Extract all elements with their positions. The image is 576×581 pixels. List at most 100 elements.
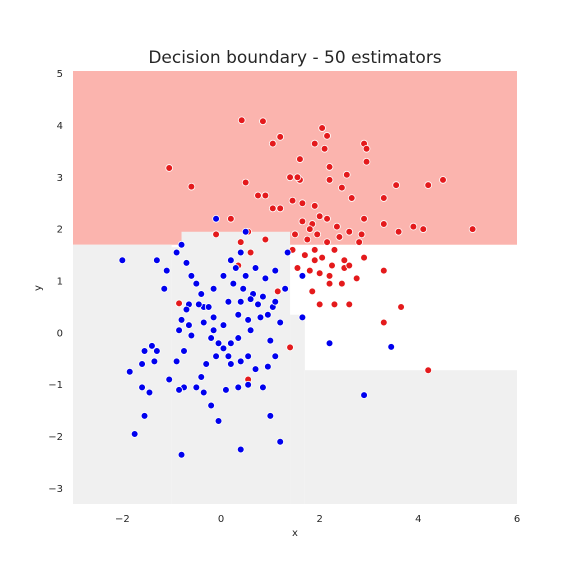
data-point-class-1-85 xyxy=(175,299,183,308)
data-point-class-1-57 xyxy=(325,279,334,288)
data-point-class-0-32 xyxy=(130,430,139,438)
x-tick-labels: −2 0 2 4 6 xyxy=(115,514,520,525)
data-point-class-0-14 xyxy=(177,316,186,324)
y-tick-label: 3 xyxy=(57,173,63,184)
data-point-class-1-83 xyxy=(273,287,282,296)
data-point-class-1-6 xyxy=(241,178,250,187)
data-point-class-1-28 xyxy=(347,194,356,202)
data-point-class-0-92 xyxy=(212,214,220,223)
x-tick-label: 2 xyxy=(316,514,322,525)
data-point-class-0-38 xyxy=(244,380,252,389)
decision-region-class-1-0 xyxy=(73,71,517,245)
data-point-class-1-67 xyxy=(335,233,344,241)
data-point-class-0-33 xyxy=(177,450,186,459)
data-point-class-1-44 xyxy=(310,246,319,254)
data-point-class-0-60 xyxy=(219,344,228,353)
data-point-class-0-96 xyxy=(325,339,334,348)
x-tick-label: 0 xyxy=(218,514,224,525)
data-point-class-1-39 xyxy=(424,181,433,189)
decision-region-class-0-2 xyxy=(171,247,182,504)
data-point-class-1-56 xyxy=(308,287,317,296)
data-point-class-0-57 xyxy=(246,326,255,335)
data-point-class-1-66 xyxy=(325,272,334,280)
data-point-class-0-48 xyxy=(271,352,280,361)
data-point-class-0-37 xyxy=(234,383,243,392)
data-point-class-1-13 xyxy=(298,199,307,208)
data-point-class-0-56 xyxy=(244,316,252,324)
data-point-class-0-13 xyxy=(182,305,191,314)
data-point-class-1-72 xyxy=(313,230,322,239)
data-point-class-0-42 xyxy=(236,445,245,454)
data-point-class-1-62 xyxy=(301,251,309,259)
data-point-class-0-17 xyxy=(187,331,196,340)
data-point-class-0-88 xyxy=(224,352,233,361)
data-point-class-0-98 xyxy=(360,391,368,399)
data-point-class-1-73 xyxy=(323,238,331,246)
data-point-class-0-27 xyxy=(150,357,159,366)
data-point-class-1-14 xyxy=(296,155,304,163)
data-point-class-0-76 xyxy=(264,310,272,319)
data-point-class-0-15 xyxy=(185,321,193,329)
decision-region-class-0-5 xyxy=(304,370,517,504)
decision-region-class-0-3 xyxy=(181,231,291,504)
data-point-class-1-63 xyxy=(293,264,302,272)
data-point-class-1-11 xyxy=(276,204,285,213)
data-point-class-0-81 xyxy=(236,248,245,257)
data-point-class-1-75 xyxy=(310,256,319,265)
data-point-class-1-51 xyxy=(397,303,405,311)
data-point-class-1-4 xyxy=(165,164,174,172)
data-point-class-1-90 xyxy=(310,202,319,210)
data-point-class-1-40 xyxy=(439,176,447,184)
data-point-class-0-78 xyxy=(246,295,255,303)
data-point-class-1-42 xyxy=(305,225,314,233)
data-point-class-1-5 xyxy=(187,182,196,191)
data-point-class-0-2 xyxy=(162,266,171,275)
data-point-class-0-29 xyxy=(138,383,146,392)
data-point-class-1-20 xyxy=(325,176,334,184)
data-point-class-0-62 xyxy=(202,360,211,368)
data-point-class-1-38 xyxy=(419,225,428,233)
data-point-class-0-84 xyxy=(209,284,218,293)
data-point-class-0-59 xyxy=(227,339,235,348)
data-point-class-1-25 xyxy=(325,163,334,171)
chart-title: Decision boundary - 50 estimators xyxy=(148,48,441,68)
data-point-class-0-47 xyxy=(264,362,272,371)
data-point-class-1-2 xyxy=(276,133,285,141)
data-point-class-1-58 xyxy=(338,279,346,288)
data-point-class-0-66 xyxy=(219,321,228,329)
data-point-class-1-91 xyxy=(424,366,433,375)
data-point-class-1-36 xyxy=(394,227,403,236)
data-point-class-1-33 xyxy=(392,181,400,189)
data-point-class-1-65 xyxy=(315,269,324,278)
y-tick-labels: −3 −2 −1 0 1 2 3 4 5 xyxy=(48,69,63,495)
data-point-class-0-72 xyxy=(271,266,280,275)
data-point-class-0-75 xyxy=(271,297,280,306)
data-point-class-0-71 xyxy=(261,274,270,283)
data-point-class-1-41 xyxy=(468,225,477,233)
data-point-class-0-86 xyxy=(209,326,218,335)
data-point-class-0-89 xyxy=(197,373,206,381)
data-point-class-1-7 xyxy=(261,191,270,200)
data-point-class-0-68 xyxy=(229,279,238,288)
data-point-class-0-61 xyxy=(212,352,220,361)
data-point-class-1-23 xyxy=(318,124,326,132)
data-point-class-1-26 xyxy=(338,183,346,192)
data-point-class-0-25 xyxy=(140,347,149,355)
data-point-class-1-21 xyxy=(320,144,329,153)
data-point-class-0-82 xyxy=(227,256,235,265)
data-point-class-1-22 xyxy=(323,132,331,140)
y-tick-label: 0 xyxy=(57,328,63,339)
data-point-class-1-89 xyxy=(268,204,277,213)
decision-regions xyxy=(73,71,517,504)
data-point-class-0-9 xyxy=(197,290,206,298)
data-point-class-1-77 xyxy=(236,238,245,246)
data-point-class-1-87 xyxy=(212,230,220,239)
data-point-class-0-18 xyxy=(180,347,188,355)
data-point-class-0-7 xyxy=(187,272,196,280)
data-point-class-1-16 xyxy=(298,217,307,226)
data-point-class-0-43 xyxy=(227,360,235,368)
data-point-class-1-24 xyxy=(310,139,319,148)
data-point-class-0-44 xyxy=(236,357,245,366)
data-point-class-1-19 xyxy=(323,214,331,223)
data-point-class-0-20 xyxy=(165,375,174,384)
